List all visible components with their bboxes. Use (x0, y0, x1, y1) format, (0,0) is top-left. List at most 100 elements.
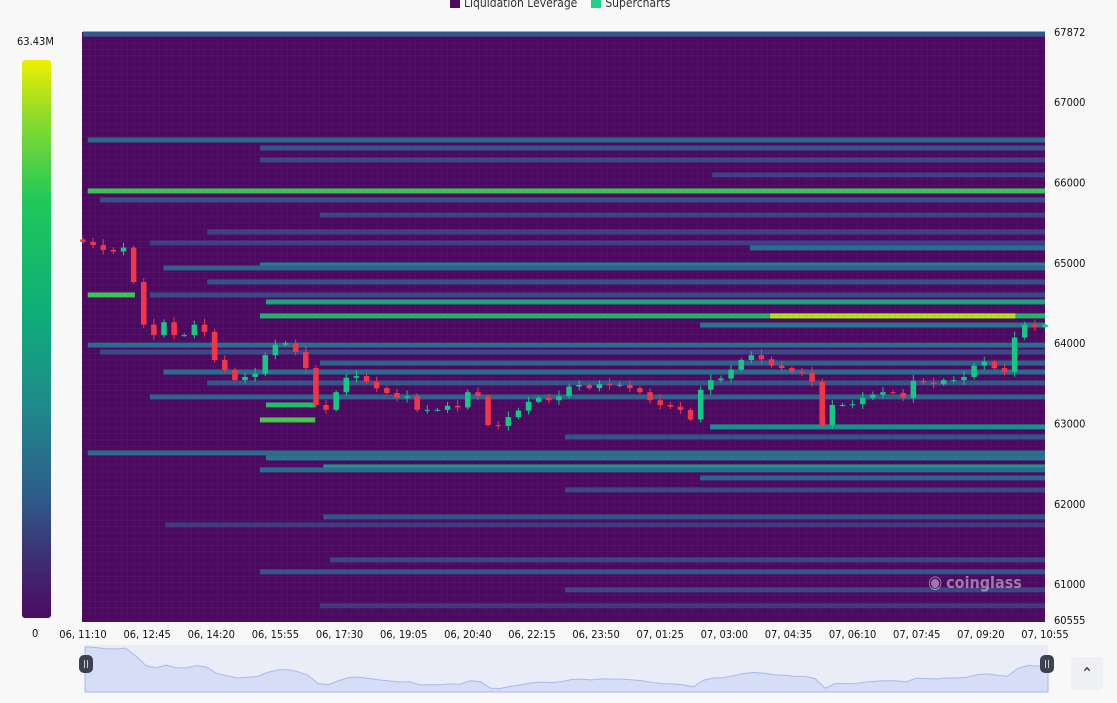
candle-body (870, 394, 876, 398)
chart-legend: Liquidation Leverage Supercharts (450, 0, 670, 10)
candle-body (525, 401, 532, 411)
candle-body (201, 324, 208, 332)
candle-body (191, 324, 198, 336)
candle-body (110, 249, 117, 252)
legend-item-liquidation-leverage[interactable]: Liquidation Leverage (450, 0, 577, 10)
candle-body (181, 335, 188, 337)
candle-body (951, 380, 957, 382)
candle-body (758, 355, 765, 360)
x-tick-label: 07, 07:45 (893, 628, 940, 641)
candle-body (799, 372, 805, 374)
candle-body (849, 404, 856, 406)
candle-body (829, 405, 836, 426)
candle-body (363, 376, 370, 382)
handle-grip-icon (1045, 660, 1049, 668)
candle-body (606, 384, 613, 386)
candle-body (343, 377, 350, 393)
candle-body (303, 351, 309, 369)
candle-body (586, 384, 593, 389)
candle-body (140, 282, 147, 325)
candle-body (738, 360, 744, 370)
candle-body (90, 241, 96, 246)
colorbar[interactable] (22, 60, 51, 618)
candle-body (384, 388, 390, 393)
scroll-top-button[interactable]: ⌃ (1071, 657, 1103, 690)
handle-grip-icon (84, 660, 88, 668)
candle-body (940, 380, 947, 385)
candle-body (667, 405, 674, 407)
candle-body (991, 361, 998, 369)
candle-body (616, 384, 623, 386)
candle-body (100, 245, 107, 250)
legend-swatch (450, 0, 460, 8)
legend-swatch (591, 0, 602, 8)
candle-body (546, 397, 552, 401)
candle-body (778, 365, 785, 369)
candle-body (272, 344, 279, 356)
candle-body (242, 376, 248, 381)
candle-body (718, 378, 724, 381)
candle-body (454, 405, 461, 408)
candle-body (262, 355, 269, 374)
candle-body (434, 409, 441, 411)
candle-body (465, 392, 471, 408)
candle-body (323, 405, 329, 410)
x-tick-label: 06, 15:55 (252, 628, 299, 641)
candle-body (282, 343, 289, 345)
candle-body (809, 372, 815, 382)
navigator-left-handle[interactable] (79, 655, 93, 673)
x-tick-label: 07, 09:20 (957, 628, 1004, 641)
candle-body (394, 392, 400, 398)
coinglass-watermark: ◉ coinglass (928, 572, 1022, 593)
candle-body (252, 373, 258, 377)
candle-body (566, 386, 572, 397)
legend-label: Supercharts (605, 0, 671, 10)
candle-body (444, 405, 451, 410)
candle-body (728, 369, 734, 379)
candle-body (151, 324, 157, 336)
candle-body (333, 392, 339, 410)
candle-body (485, 396, 491, 426)
candle-body (677, 406, 684, 410)
candle-body (515, 410, 522, 418)
candle-body (80, 239, 86, 242)
x-tick-label: 07, 04:35 (765, 628, 812, 641)
candle-body (971, 365, 977, 377)
candle-body (789, 368, 795, 373)
candle-body (839, 405, 846, 407)
candle-body (627, 384, 633, 389)
candle-body (161, 322, 167, 336)
candle-body (900, 392, 906, 398)
candle-body (414, 396, 420, 410)
candle-body (920, 380, 927, 383)
candle-body (880, 392, 886, 395)
candle-body (708, 380, 714, 390)
candle-body (1032, 324, 1038, 328)
candle-body (171, 322, 177, 336)
candle-body (981, 361, 988, 366)
candle-body (232, 369, 238, 381)
y-tick-label: 67000 (1054, 96, 1085, 109)
x-tick-label: 06, 20:40 (444, 628, 491, 641)
navigator-right-handle[interactable] (1040, 655, 1054, 673)
y-tick-label: 64000 (1054, 337, 1085, 350)
candle-body (353, 376, 360, 378)
candle-body (697, 389, 704, 420)
chevron-up-icon: ⌃ (1080, 664, 1094, 683)
candle-body (657, 400, 663, 406)
candle-body (475, 392, 481, 397)
candle-body (1042, 324, 1048, 328)
y-tick-label: 60555 (1054, 614, 1085, 627)
y-tick-label: 62000 (1054, 498, 1085, 511)
x-tick-label: 06, 11:10 (59, 628, 106, 641)
candle-body (373, 381, 380, 389)
candle-body (859, 397, 866, 405)
legend-item-supercharts[interactable]: Supercharts (591, 0, 670, 10)
legend-label: Liquidation Leverage (464, 0, 578, 10)
x-tick-label: 07, 01:25 (637, 628, 684, 641)
y-tick-label: 67872 (1054, 26, 1085, 39)
candle-body (424, 409, 431, 411)
x-tick-label: 07, 10:55 (1021, 628, 1068, 641)
candle-body (637, 388, 643, 393)
